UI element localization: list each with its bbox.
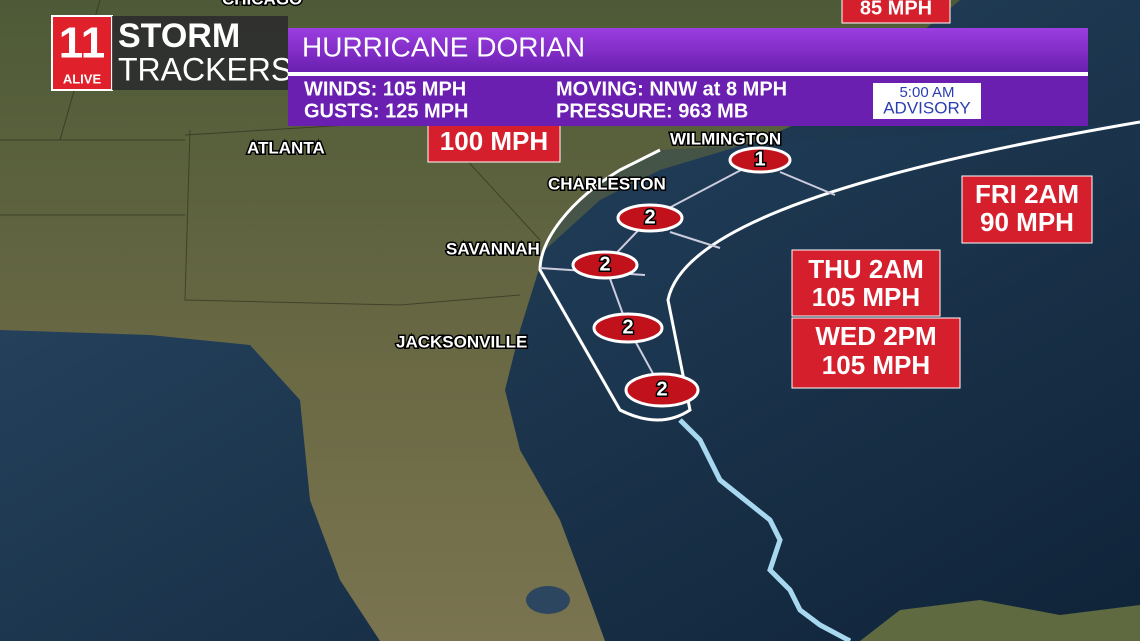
gusts: GUSTS: 125 MPH <box>304 100 468 122</box>
forecast-time: FRI 2AM <box>975 179 1079 209</box>
logo-brand: STORM <box>118 17 240 55</box>
city-label: CHICAGO <box>222 0 302 8</box>
advisory-label: ADVISORY <box>883 98 971 117</box>
advisory-time: 5:00 AM <box>899 84 954 101</box>
logo-badge <box>51 15 113 91</box>
advisory-panel: HURRICANE DORIAN WINDS: 105 MPH MOVING: … <box>288 28 1088 126</box>
storm-icon <box>592 312 664 344</box>
logo-brand: TRACKERS <box>118 51 292 87</box>
moving: MOVING: NNW at 8 MPH <box>556 78 787 100</box>
logo: 11 ALIVE STORM TRACKERS <box>51 15 292 91</box>
land <box>0 0 960 641</box>
divider <box>288 72 1088 76</box>
storm-title: HURRICANE DORIAN <box>302 31 585 62</box>
storm-icon <box>728 146 792 174</box>
storm-category: 2 <box>599 253 610 275</box>
forecast-box <box>791 317 961 389</box>
forecast-box <box>961 175 1093 244</box>
forecast-intensity: 90 MPH <box>980 207 1074 237</box>
storm-icons: 1 2 2 2 2 <box>571 146 792 408</box>
past-track <box>678 418 852 641</box>
storm-icon <box>616 203 684 233</box>
logo-station: ALIVE <box>63 71 102 86</box>
cuba <box>860 600 1140 641</box>
city-label: CHARLESTON <box>548 174 666 193</box>
advisory-badge <box>873 83 981 119</box>
forecast-time: WED 2PM <box>815 321 936 351</box>
city-label: WILMINGTON <box>670 129 781 148</box>
city-label: ATLANTA <box>247 138 325 157</box>
city-label: SAVANNAH <box>446 239 540 258</box>
storm-category: 1 <box>754 148 765 170</box>
forecast-box <box>841 0 951 24</box>
storm-icon <box>624 372 700 408</box>
forecast-intensity: 105 MPH <box>812 282 920 312</box>
city-label: JACKSONVILLE <box>396 332 527 351</box>
forecast-intensity: 85 MPH <box>860 0 932 19</box>
winds: WINDS: 105 MPH <box>304 78 466 100</box>
storm-icon <box>571 250 639 280</box>
forecast-intensity: 105 MPH <box>822 350 930 380</box>
storm-category: 2 <box>644 206 655 228</box>
storm-category: 2 <box>656 378 667 400</box>
storm-category: 2 <box>622 316 633 338</box>
title-bar <box>288 28 1088 72</box>
forecast-time: THU 2AM <box>808 254 924 284</box>
forecast-intensity: 100 MPH <box>440 126 548 156</box>
pressure: PRESSURE: 963 MB <box>556 100 748 122</box>
logo-channel: 11 <box>59 19 106 68</box>
logo-brand-bg <box>112 16 288 90</box>
forecast-box <box>791 249 941 317</box>
lake <box>526 586 570 614</box>
